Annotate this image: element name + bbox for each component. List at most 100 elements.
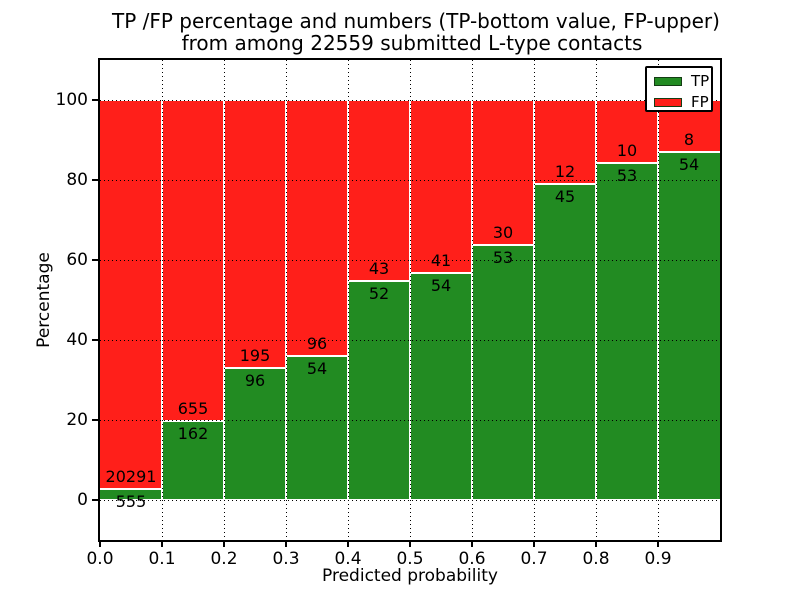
chart-title-line1: TP /FP percentage and numbers (TP-bottom… (112, 9, 720, 33)
tp-count-label: 96 (244, 371, 266, 391)
tp-count-label: 54 (306, 359, 328, 378)
bar-segment-divider (534, 183, 596, 186)
v-gridline (410, 60, 411, 540)
bar-fp-segment (348, 100, 410, 282)
x-tick-label: 0.4 (334, 549, 362, 569)
v-gridline (162, 60, 163, 540)
fp-count-label: 12 (554, 162, 576, 182)
fp-count-label: 41 (430, 250, 452, 270)
tp-count-label: 54 (678, 154, 700, 174)
tp-count-label: 45 (554, 187, 576, 207)
y-tick-label: 40 (66, 330, 88, 350)
y-tick-mark (92, 259, 99, 261)
legend-swatch-tp-icon (654, 76, 682, 86)
bar-segment-divider (658, 150, 720, 153)
chart-title-line2: from among 22559 submitted L-type contac… (181, 31, 643, 55)
fp-count-label: 30 (492, 222, 514, 242)
x-tick-label: 0.3 (272, 549, 300, 569)
x-tick-label: 0.1 (148, 549, 176, 569)
x-tick-label: 0.7 (520, 549, 548, 569)
bar-segment-divider (100, 488, 162, 491)
bar-tp-segment (410, 272, 472, 500)
bar-segment-divider (224, 367, 286, 370)
bar-fp-segment (472, 100, 534, 245)
legend-label: TP (691, 72, 710, 90)
bar-segment-divider (596, 162, 658, 165)
fp-count-label: 96 (306, 334, 328, 353)
bar-fp-segment (286, 100, 348, 356)
bar-tp-segment (286, 356, 348, 500)
v-gridline (348, 60, 349, 540)
fp-count-label: 655 (177, 398, 209, 418)
fp-count-label: 20291 (105, 467, 157, 487)
bar-segment-divider (472, 243, 534, 246)
legend: TP FP (645, 66, 713, 112)
legend-swatch-fp-icon (654, 97, 682, 107)
y-tick-label: 80 (66, 170, 88, 190)
bar-tp-segment (162, 420, 224, 500)
bar-tp-segment (658, 151, 720, 500)
v-gridline (658, 60, 659, 540)
bar-fp-segment (410, 100, 472, 273)
y-tick-mark (92, 99, 99, 101)
fp-count-label: 43 (368, 259, 390, 279)
y-tick-label: 20 (66, 410, 88, 430)
x-tick-mark (223, 540, 225, 547)
x-axis-label: Predicted probability (322, 566, 498, 586)
x-tick-mark (285, 540, 287, 547)
legend-entry: TP (654, 71, 709, 91)
bar-segment-divider (286, 355, 348, 357)
v-gridline (286, 60, 287, 540)
tp-count-label: 53 (492, 247, 514, 267)
y-tick-label: 60 (66, 250, 88, 270)
tp-count-label: 53 (616, 166, 638, 186)
y-tick-mark (92, 419, 99, 421)
x-tick-mark (347, 540, 349, 547)
bar-fp-segment (100, 100, 162, 490)
bar-tp-segment (534, 184, 596, 500)
plot-area: 20291 555 655 162 195 96 96 54 43 52 41 54 30 53 12 45 1… (100, 60, 720, 540)
v-gridline (534, 60, 535, 540)
y-tick-mark (92, 499, 99, 501)
y-tick-label: 100 (55, 90, 88, 110)
x-tick-label: 0.5 (396, 549, 424, 569)
x-tick-label: 0.9 (644, 549, 672, 569)
v-gridline (472, 60, 473, 540)
fp-count-label: 195 (239, 346, 271, 366)
legend-entry: FP (654, 92, 709, 112)
bar-tp-segment (348, 281, 410, 500)
v-gridline (224, 60, 225, 540)
fp-count-label: 10 (616, 141, 638, 161)
tp-count-label: 555 (115, 492, 147, 512)
y-tick-label: 0 (77, 490, 88, 510)
bar-segment-divider (348, 280, 410, 283)
bar-tp-segment (100, 489, 162, 500)
y-tick-mark (92, 339, 99, 341)
bar-fp-segment (224, 100, 286, 369)
x-tick-mark (657, 540, 659, 547)
x-tick-mark (409, 540, 411, 547)
bar-tp-segment (596, 163, 658, 500)
bar-fp-segment (534, 100, 596, 185)
bar-tp-segment (224, 368, 286, 500)
bar-tp-segment (472, 244, 534, 500)
y-tick-mark (92, 179, 99, 181)
x-tick-label: 0.6 (458, 549, 486, 569)
x-tick-mark (161, 540, 163, 547)
x-tick-label: 0.2 (210, 549, 238, 569)
chart-title: TP /FP percentage and numbers (TP-bottom… (112, 9, 720, 55)
x-tick-mark (99, 540, 101, 547)
x-tick-label: 0.0 (86, 549, 114, 569)
tp-count-label: 52 (368, 284, 390, 304)
bar-segment-divider (410, 271, 472, 274)
x-tick-mark (471, 540, 473, 547)
x-tick-label: 0.8 (582, 549, 610, 569)
v-gridline (596, 60, 597, 540)
x-tick-mark (533, 540, 535, 547)
legend-label: FP (691, 93, 709, 111)
tp-count-label: 162 (177, 423, 209, 443)
x-tick-mark (595, 540, 597, 547)
fp-count-label: 8 (683, 129, 695, 149)
tp-count-label: 54 (430, 275, 452, 295)
